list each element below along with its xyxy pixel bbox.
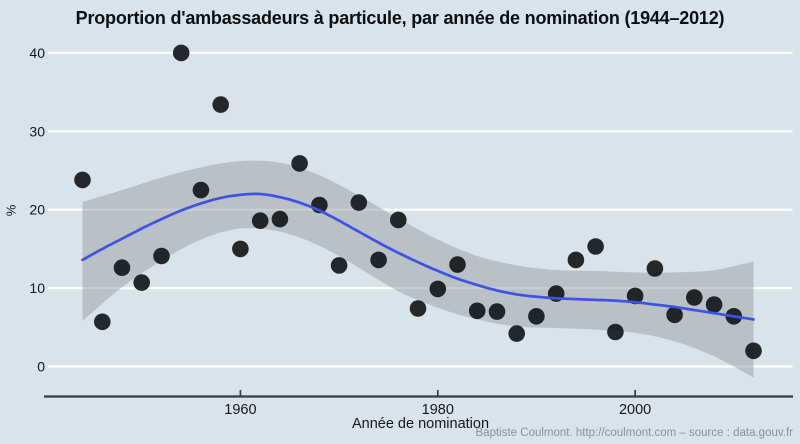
data-point <box>666 306 683 324</box>
data-point <box>94 313 111 331</box>
data-point <box>291 155 308 172</box>
chart-title: Proportion d'ambassadeurs à particule, p… <box>75 8 725 28</box>
data-point <box>212 96 229 113</box>
data-point <box>508 325 525 342</box>
data-point <box>468 302 486 320</box>
x-tick-label: 1960 <box>224 402 256 418</box>
data-point <box>607 323 624 341</box>
data-point <box>626 287 644 305</box>
data-point <box>271 210 289 228</box>
data-point <box>390 211 407 229</box>
y-tick-label: 30 <box>29 123 45 139</box>
data-point <box>113 259 131 277</box>
data-point <box>232 240 249 258</box>
y-tick-label: 40 <box>29 45 45 61</box>
x-tick-label: 1980 <box>422 402 454 418</box>
data-point <box>528 308 545 325</box>
data-point <box>567 251 585 269</box>
y-tick-label: 10 <box>29 280 45 296</box>
data-point <box>646 260 664 277</box>
data-point <box>251 212 269 229</box>
data-point <box>409 300 427 317</box>
data-point <box>745 342 762 360</box>
y-tick-label: 20 <box>29 202 45 218</box>
trend-line <box>81 192 755 321</box>
data-point <box>133 274 150 291</box>
data-point <box>350 194 368 211</box>
data-point <box>370 251 387 269</box>
y-axis-label: % <box>3 204 19 217</box>
y-tick-label: 0 <box>37 359 45 375</box>
data-point <box>429 280 447 298</box>
data-point <box>74 171 91 189</box>
data-point <box>488 303 506 320</box>
data-point <box>587 238 604 255</box>
data-point <box>153 247 170 265</box>
data-point <box>330 257 348 274</box>
x-axis-label: Année de nomination <box>351 416 490 432</box>
source-credit: Baptiste Coulmont. http://coulmont.com –… <box>475 427 793 439</box>
confidence-band <box>82 160 754 378</box>
data-point <box>192 181 210 199</box>
data-point <box>172 44 190 62</box>
data-point <box>449 256 466 273</box>
x-tick-label: 2000 <box>619 402 651 418</box>
data-point <box>705 296 723 313</box>
data-point <box>686 289 703 306</box>
